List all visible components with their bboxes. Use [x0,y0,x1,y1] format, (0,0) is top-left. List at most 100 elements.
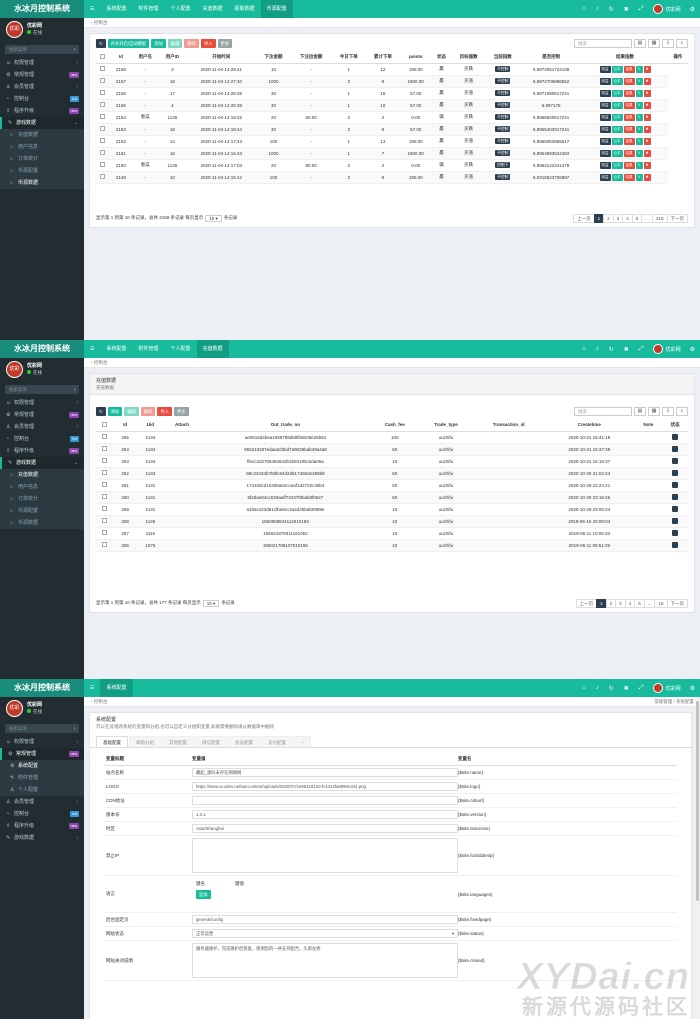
row-checkbox[interactable] [96,491,114,504]
import-button[interactable]: 导入 [157,406,172,416]
fair-button[interactable]: 公平 [611,125,623,133]
row-checkbox[interactable] [96,455,114,468]
col-header[interactable]: 下注后金额 [290,51,332,64]
edit-icon[interactable]: ✎ [635,89,643,97]
result-button[interactable]: 结果 [623,101,635,109]
refresh-button[interactable]: ↻ [96,38,106,48]
delete-icon[interactable]: ✖ [643,149,651,157]
delete-icon[interactable]: ✖ [643,173,651,181]
result-button[interactable]: 结果 [623,173,635,181]
nav-tab[interactable]: 报取数据 [234,6,255,12]
result-button[interactable]: 结果 [623,77,635,85]
search-icon[interactable]: ⌕ [73,47,76,52]
control-tag[interactable]: 不控制 [495,126,511,132]
fair-button[interactable]: 公平 [611,65,623,73]
tab[interactable]: 其他配置 [162,736,194,747]
nav-tab[interactable]: 附件管理 [138,346,159,352]
delete-icon[interactable]: ✖ [643,125,651,133]
page-size-select[interactable]: 10 ▾ [205,214,222,222]
search-icon[interactable]: ⌕ [676,406,688,416]
field-select[interactable]: 正常运营 ▾ [192,929,458,938]
status-toggle-icon[interactable] [672,457,679,464]
row-checkbox[interactable] [96,87,110,100]
page-link[interactable]: 上一页 [575,598,598,608]
sidebar-subitem-active[interactable]: ⚙ 系统配置 [0,760,84,772]
sidebar-item-upgrade[interactable]: ⇪ 程序升级 new [0,445,84,457]
search-input[interactable]: 搜索 [574,406,632,416]
page-link[interactable]: 下一页 [666,598,688,608]
home-icon[interactable]: ⌂ [582,346,586,352]
col-header[interactable]: 是否控制 [519,51,583,64]
status-toggle-icon[interactable] [672,529,679,536]
col-header[interactable]: Cash_fee [371,419,419,432]
control-tag[interactable]: 不控制 [495,174,511,180]
status-toggle-icon[interactable] [672,493,679,500]
col-header[interactable]: points [399,51,432,64]
breadcrumb-item[interactable]: 控制台 [93,699,108,704]
row-checkbox[interactable] [96,467,114,480]
control-tag[interactable]: 不控制 [495,66,511,72]
gear-icon[interactable]: ⚙ [689,6,695,13]
sidebar-item-general[interactable]: ⚙ 常规管理 new [0,409,84,421]
fullscreen-icon[interactable]: ⤢ [638,5,644,12]
gear-icon[interactable]: ⚙ [689,346,695,353]
row-checkbox[interactable] [96,479,114,492]
tab-active[interactable]: 基础配置 [96,736,128,747]
sidebar-search[interactable]: 搜索菜单 ⌕ [5,385,79,394]
sidebar-item-game[interactable]: ✎ 游戏数据 ⌄ [0,117,84,129]
delete-icon[interactable]: ✖ [643,137,651,145]
home-icon[interactable]: ⌂ [582,685,586,691]
delete-icon[interactable]: ✖ [643,161,651,169]
fair-button[interactable]: 公平 [611,149,623,157]
edit-icon[interactable]: ✎ [635,125,643,133]
nav-tab[interactable]: 附件管理 [138,6,159,12]
nav-tab[interactable]: 系统配置 [106,6,127,12]
refresh-icon[interactable]: ↻ [608,6,614,13]
sidebar-search[interactable]: 搜索菜单 ⌕ [5,45,79,54]
edit-icon[interactable]: ✎ [635,113,643,121]
profit-button[interactable]: 收益 [599,137,611,145]
sidebar-item-general[interactable]: ⚙ 常规管理 new [0,69,84,81]
control-tag[interactable]: 不控制 [495,138,511,144]
col-header[interactable]: Out_trade_no [199,419,372,432]
tab[interactable]: 支付配置 [261,736,293,747]
profit-button[interactable]: 收益 [599,101,611,109]
sidebar-subitem-active[interactable]: ○ 币源数据 [0,177,84,189]
brand-logo[interactable]: 水冰月控制系统 [0,679,84,697]
col-header[interactable]: Id [109,51,132,64]
col-header[interactable]: Id [113,419,137,432]
col-header[interactable]: 用户名 [131,51,159,64]
sidebar-subitem[interactable]: ○ 用户信息 [0,481,84,493]
sidebar-subitem[interactable]: ○ 币源数据 [0,517,84,529]
profit-button[interactable]: 收益 [599,89,611,97]
nav-tab[interactable]: 充值数据 [202,6,223,12]
gear-icon[interactable]: ⚙ [689,685,695,692]
row-checkbox[interactable] [96,171,110,184]
columns-icon[interactable]: ▦ [648,38,660,48]
nav-tab-active[interactable]: 充值数据 [196,340,229,358]
fair-button[interactable]: 公平 [611,89,623,97]
status-toggle-icon[interactable] [672,541,679,548]
bell-icon[interactable]: ♪ [595,685,599,691]
sidebar-subitem[interactable]: ○ 用户信息 [0,141,84,153]
row-checkbox[interactable] [96,443,114,456]
sidebar-item-dashboard[interactable]: ◔ 控制台 hot [0,93,84,105]
sidebar-item-auth[interactable]: ☺ 权限管理 ‹ [0,397,84,409]
list-view-icon[interactable]: ▤ [634,38,646,48]
row-checkbox[interactable] [96,503,114,516]
menu-toggle-icon[interactable]: ☰ [90,6,95,12]
col-header[interactable]: 目标值数 [451,51,486,64]
sidebar-search[interactable]: 搜索菜单 ⌕ [5,724,79,733]
field-input[interactable] [192,796,458,805]
sidebar-subitem[interactable]: ○ 订单统计 [0,493,84,505]
col-header[interactable]: 用户ID [158,51,186,64]
export-icon[interactable]: ⇩ [662,406,674,416]
status-toggle-icon[interactable] [672,469,679,476]
fair-button[interactable]: 公平 [611,77,623,85]
sidebar-item-member[interactable]: ♙ 会员管理 ‹ [0,421,84,433]
page-link[interactable]: 216 [651,213,668,223]
search-input[interactable]: 搜索 [574,38,632,48]
sidebar-subitem-active[interactable]: ○ 充值数据 [0,469,84,481]
col-header[interactable]: Createtime [544,419,635,432]
field-input[interactable]: 1.0.1 [192,810,458,819]
